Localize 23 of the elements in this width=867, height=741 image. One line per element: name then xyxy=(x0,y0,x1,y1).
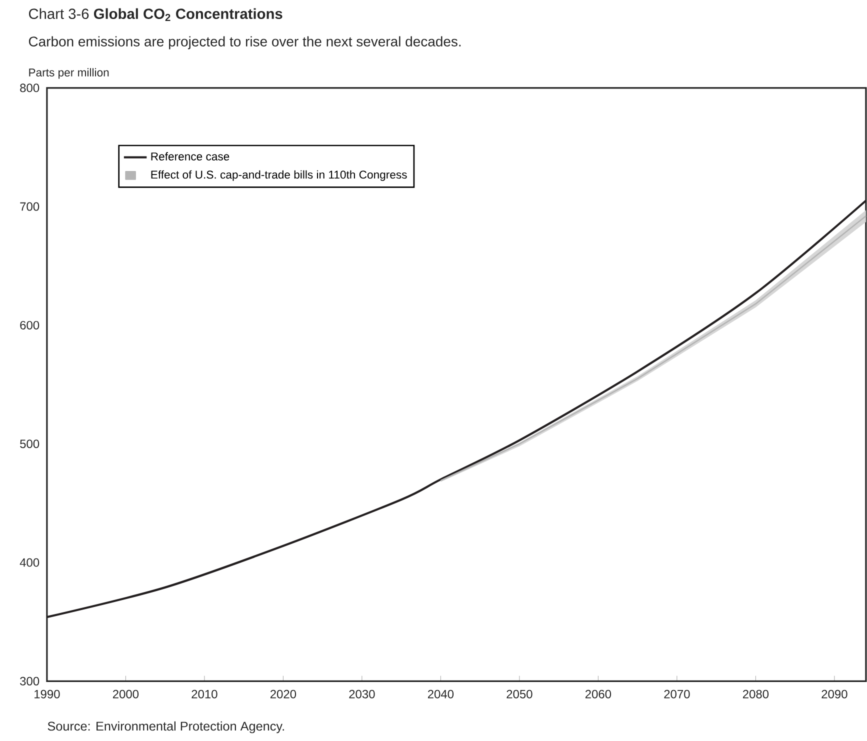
x-tick-label: 2050 xyxy=(506,690,532,698)
x-tick-label: 2030 xyxy=(349,690,375,698)
x-tick-label: 2020 xyxy=(270,690,296,698)
x-tick-label: 2090 xyxy=(822,690,848,698)
source-note: Source: Environmental Protection Agency. xyxy=(48,721,284,734)
chart-title: Chart 3-6 Global CO$_{2}$ Concentrations xyxy=(28,8,282,22)
x-tick-label: 2070 xyxy=(664,690,690,698)
x-tick-label: 2010 xyxy=(192,690,218,698)
y-tick-label: 600 xyxy=(20,320,40,330)
legend-label: Reference case xyxy=(151,152,230,160)
y-tick-label: 300 xyxy=(20,676,40,686)
y-tick-label: 500 xyxy=(20,440,40,448)
y-tick-label: 700 xyxy=(20,202,40,211)
legend-label: Effect of U.S. cap-and-trade bills in 110th Congress xyxy=(151,170,407,181)
x-tick-label: 2000 xyxy=(112,690,139,698)
y-axis-title: Parts per million xyxy=(29,68,109,79)
chart-subtitle: Carbon emissions are projected to rise over the next several decades. xyxy=(28,36,461,50)
y-tick-label: 800 xyxy=(20,84,40,92)
x-tick-label: 2040 xyxy=(428,690,454,698)
x-tick-label: 2080 xyxy=(742,690,769,698)
y-tick-label: 400 xyxy=(20,558,40,567)
x-tick-label: 2060 xyxy=(585,690,612,698)
x-tick-label: 1990 xyxy=(34,690,60,698)
